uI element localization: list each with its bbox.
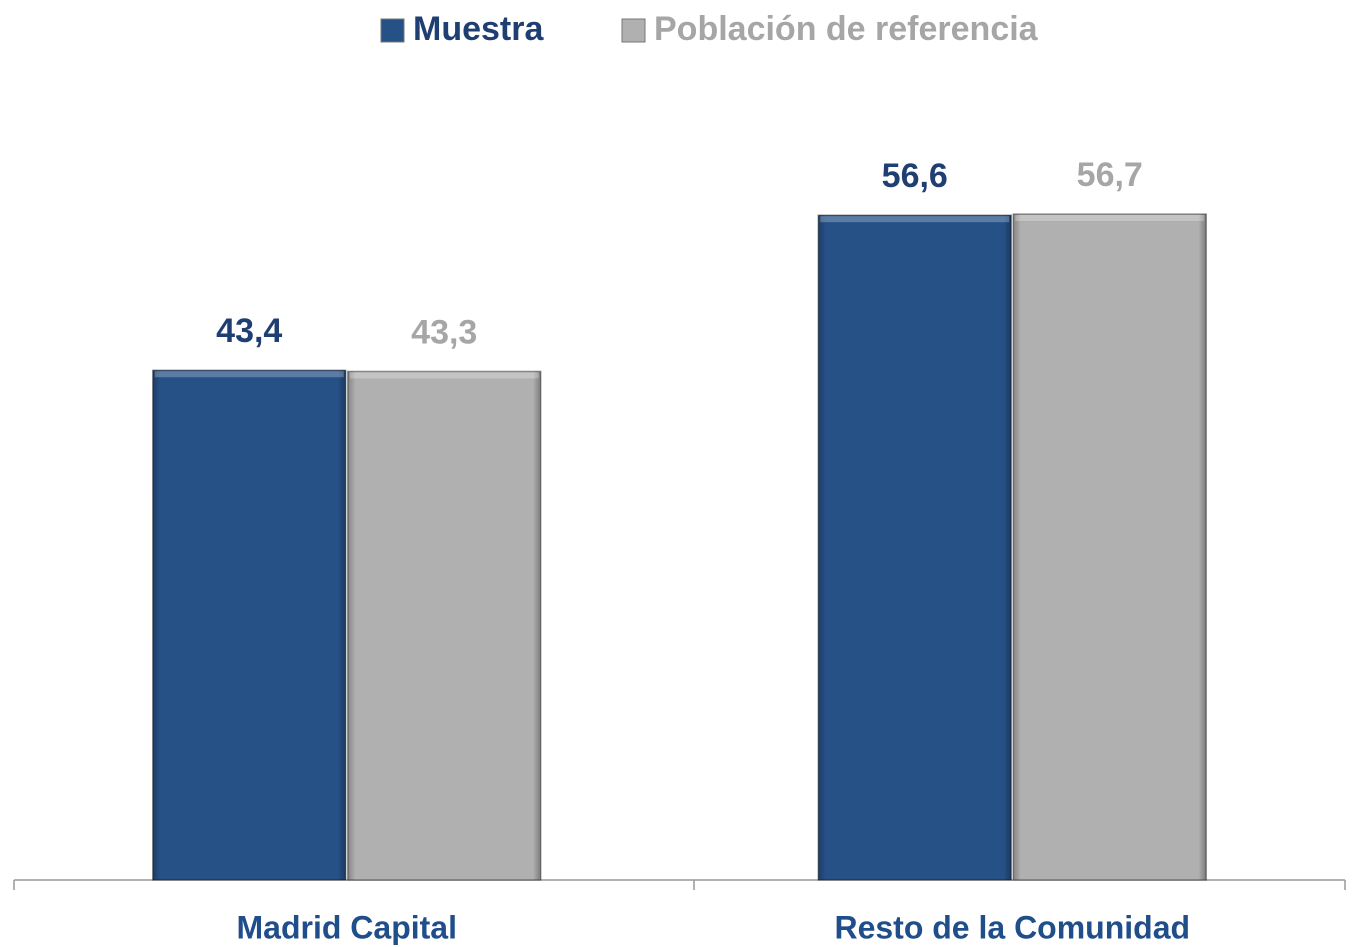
data-label: 43,4 — [216, 312, 282, 350]
legend-label: Muestra — [413, 10, 544, 48]
legend-swatch — [380, 18, 405, 43]
bar-shade — [818, 215, 1012, 880]
legend-label: Población de referencia — [654, 10, 1039, 48]
data-label: 56,7 — [1077, 156, 1143, 194]
x-tick-label: Resto de la Comunidad — [834, 909, 1190, 945]
bar-bevel — [1015, 215, 1205, 221]
x-tick-label: Madrid Capital — [237, 909, 457, 945]
bar-shade — [152, 370, 346, 880]
bar-bevel — [154, 371, 344, 378]
bar-bevel — [820, 216, 1010, 223]
bar-shade — [1013, 214, 1207, 880]
data-label: 43,3 — [411, 313, 477, 351]
data-label: 56,6 — [882, 157, 948, 195]
legend-swatch — [621, 18, 646, 43]
bar-bevel — [349, 372, 539, 379]
bar-shade — [347, 371, 541, 880]
